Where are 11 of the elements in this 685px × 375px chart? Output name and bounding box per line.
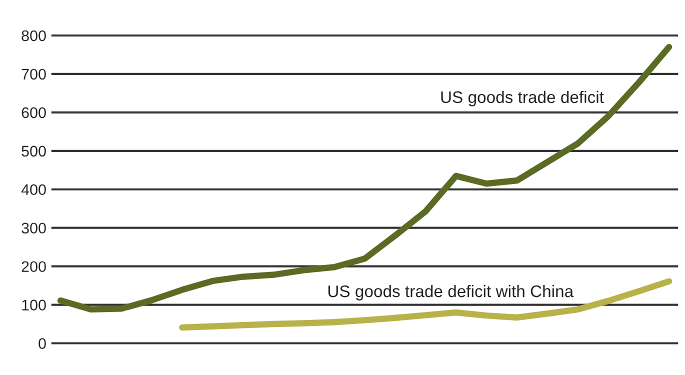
y-tick-label: 100 — [22, 300, 46, 310]
y-tick-label: 600 — [22, 107, 46, 118]
y-tick-label: 400 — [21, 184, 46, 196]
y-tick-label: 300 — [22, 222, 46, 234]
y-tick-label: 500 — [22, 146, 46, 157]
y-tick-label: 0 — [38, 338, 46, 349]
y-tick-label: 700 — [22, 68, 46, 80]
series-label: US goods trade deficit with China — [328, 284, 574, 300]
y-tick-label: 800 — [22, 30, 46, 42]
series-label: US goods trade deficit — [441, 90, 604, 106]
y-tick-label: 200 — [22, 261, 46, 272]
